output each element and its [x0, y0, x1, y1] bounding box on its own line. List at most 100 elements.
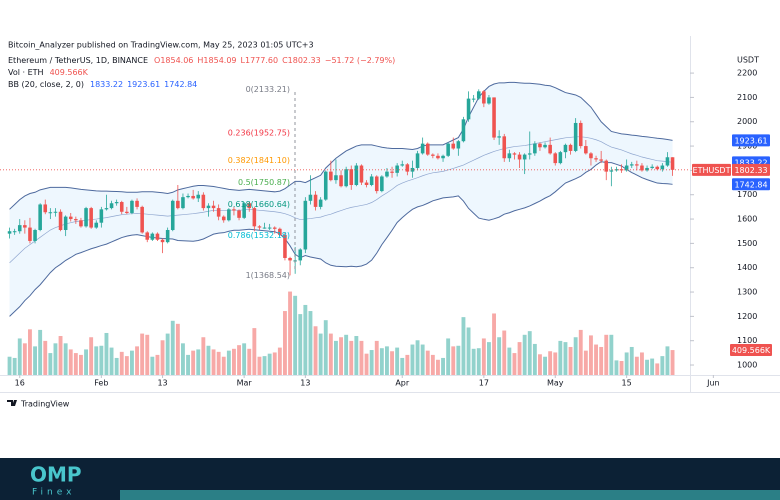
candle-body: [461, 119, 466, 142]
candle-body: [242, 203, 246, 218]
volume-bar: [288, 291, 292, 375]
candle-body: [629, 164, 634, 166]
candle-body: [318, 199, 323, 207]
y-tick-label: 1400: [737, 263, 757, 272]
logo-icon: [7, 400, 17, 406]
y-tick-label: 1300: [737, 288, 757, 297]
last-price-tag: 1802.33: [734, 166, 767, 175]
candle-body: [568, 144, 573, 151]
candle-body: [476, 91, 481, 99]
volume-bar: [155, 354, 160, 375]
volume-bar: [124, 356, 129, 375]
candle-body: [308, 194, 313, 201]
candle-body: [660, 165, 665, 170]
volume-bar: [181, 343, 185, 375]
volume-bar: [563, 342, 568, 375]
volume-bar: [293, 295, 298, 375]
symbol-legend: Ethereum / TetherUS, 1D, BINANCE O1854.06…: [8, 56, 395, 65]
candle-body: [420, 143, 425, 154]
candle-body: [12, 231, 17, 233]
volume-bar: [94, 346, 99, 375]
volume-bar: [502, 330, 507, 375]
bb-legend: BB (20, close, 2, 0) 1833.22 1923.61 1742.8…: [8, 80, 197, 89]
volume-bar: [634, 356, 639, 375]
candle-body: [640, 165, 644, 171]
candle-body: [94, 222, 99, 228]
volume-bar: [196, 349, 201, 375]
bb-upper-tag-box: [732, 134, 770, 147]
candle-body: [446, 143, 450, 156]
candle-body: [497, 136, 501, 138]
candle-body: [38, 204, 42, 231]
plot-area: [7, 81, 675, 375]
volume-bar: [38, 329, 43, 375]
candle-body: [553, 153, 558, 164]
candle-body: [84, 208, 88, 227]
candle-body: [334, 175, 338, 181]
volume-bar: [614, 360, 619, 375]
volume-bar: [221, 356, 226, 375]
candle-body: [436, 155, 440, 159]
volume-bar: [456, 345, 461, 375]
candle-body: [359, 165, 364, 183]
volume-bar: [298, 314, 303, 375]
candle-body: [267, 227, 272, 229]
volume-bar: [481, 338, 486, 375]
volume-bar: [609, 334, 614, 375]
candle-body: [599, 159, 603, 161]
candle-body: [369, 176, 374, 185]
candle-body: [604, 160, 609, 172]
volume-bar: [538, 354, 542, 375]
volume-bar: [48, 353, 53, 375]
volume-bar: [349, 340, 354, 375]
bb-lower-line: [9, 161, 673, 317]
bb-upper-line: [9, 81, 673, 210]
volume-bar: [532, 343, 537, 375]
candle-body: [323, 171, 328, 200]
candle-body: [99, 209, 104, 223]
volume-legend: Vol · ETH 409.566K: [8, 68, 89, 77]
volume-bar: [318, 333, 323, 375]
volume-bar: [84, 349, 88, 375]
volume-bar: [313, 326, 318, 375]
candle-body: [211, 205, 216, 209]
candle-body: [410, 167, 415, 172]
volume-bar: [624, 352, 629, 375]
volume-bar: [604, 334, 609, 375]
candle-body: [390, 171, 394, 173]
candle-body: [247, 203, 252, 209]
candle-body: [451, 143, 456, 149]
volume-bar: [114, 357, 119, 375]
volume-bar: [334, 340, 338, 375]
candle-body: [655, 166, 660, 170]
volume-bar: [252, 328, 257, 375]
candle-body: [43, 204, 48, 213]
volume-bar: [170, 320, 175, 375]
volume-bar: [277, 347, 282, 375]
volume-bar: [660, 356, 665, 375]
volume-bar: [543, 356, 547, 375]
volume-bar: [379, 348, 384, 375]
candle-body: [466, 98, 471, 120]
y-tick-label: 1500: [737, 239, 757, 248]
candle-body: [329, 171, 333, 181]
candle-body: [645, 167, 649, 171]
candle-body: [48, 212, 53, 214]
close-value: C1802.33: [282, 56, 321, 65]
candle-body: [635, 164, 639, 166]
volume-bar: [553, 352, 558, 375]
symbol-tag: ETHUSDT: [693, 166, 731, 175]
bb-upper-value: 1923.61: [127, 80, 160, 89]
y-tick-label: 1200: [737, 312, 757, 321]
y-tick-label: 1000: [737, 361, 757, 370]
fib-level-label: 0.382(1841.10): [228, 156, 290, 165]
change-value: −51.72 (−2.79%): [325, 56, 396, 65]
volume-bar: [201, 337, 206, 375]
volume-bar: [328, 333, 333, 375]
candle-body: [109, 203, 114, 209]
volume-bar: [247, 348, 252, 375]
volume-bar: [323, 320, 328, 375]
candle-body: [456, 141, 461, 149]
